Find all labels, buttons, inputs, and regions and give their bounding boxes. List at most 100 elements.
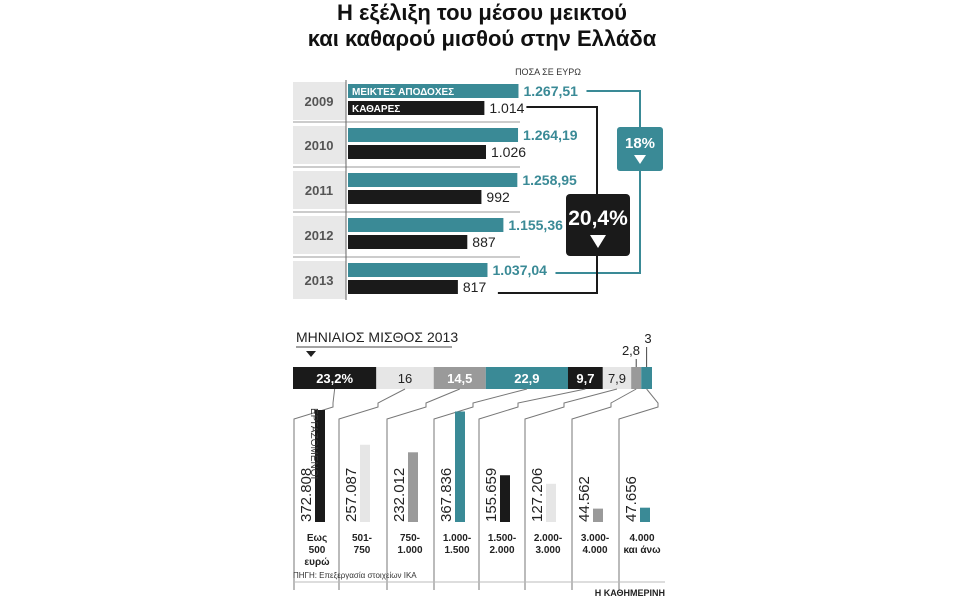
percent-segment [433,367,486,389]
percent-segment [602,367,632,389]
gross-bar [348,84,519,98]
percent-segment [376,367,434,389]
net-change-label: 20,4% [568,207,628,230]
category-divider [524,388,618,590]
ylabel: ΕΡΓΑΖΟΜΕΝΟΙ [308,408,319,479]
bar-value-label: 44.562 [576,476,593,522]
percent-segment [631,367,642,389]
category-label: 3.000 [535,545,560,556]
distribution-bar [640,507,650,522]
gross-value-label: 1.258,95 [522,172,577,188]
year-label: 2009 [305,94,334,109]
percent-label: 22,9 [514,371,539,386]
bar-value-label: 155.659 [483,468,500,522]
net-value-label: 1.014 [489,100,524,116]
gross-value-label: 1.155,36 [508,217,563,233]
net-value-label: 817 [463,279,487,295]
distribution-bar [315,410,325,522]
source-note: ΠΗΓΗ: Επεξεργασία στοιχείων ΙΚΑ [293,571,417,580]
percent-label: 3 [644,331,651,346]
year-cell [293,126,346,164]
gross-bar [348,218,504,232]
category-label: 500 [309,545,326,556]
category-label: 1.500 [444,545,469,556]
category-divider [338,388,406,590]
gross-bar [348,173,518,187]
net-bar [348,280,458,294]
gross-series-label: ΜΕΙΚΤΕΣ ΑΠΟΔΟΧΕΣ [352,87,454,98]
distribution-bar [408,452,418,522]
category-divider [293,388,336,590]
net-bar [348,190,482,204]
category-label: 750- [400,533,420,544]
gross-value-label: 1.267,51 [523,83,578,99]
category-label: 4.000 [582,545,607,556]
category-divider [571,388,637,590]
category-label: και άνω [623,545,661,556]
year-cell [293,82,346,120]
net-bar [348,145,486,159]
distribution-bar [593,508,603,522]
bar-value-label: 127.206 [529,468,546,522]
category-label: Εως [307,533,327,544]
category-label: 501- [352,533,372,544]
gross-change-box [617,127,663,171]
percent-label: 9,7 [576,371,594,386]
percent-label: 7,9 [608,371,626,386]
year-label: 2011 [305,183,333,198]
percent-label: 2,8 [622,343,640,358]
chart-title-line2: και καθαρού μισθού στην Ελλάδα [307,26,657,51]
distribution-bar [360,444,370,522]
net-value-label: 992 [486,189,510,205]
net-bar [348,101,485,115]
net-change-box [566,194,630,256]
year-label: 2010 [305,138,334,153]
category-divider [618,388,659,590]
arrow-down-icon [590,235,606,248]
category-divider [386,388,460,590]
category-label: 2.000 [489,545,514,556]
category-divider [433,388,528,590]
category-label: 1.000- [443,533,471,544]
percent-segment [293,367,377,389]
distribution-title: ΜΗΝΙΑΙΟΣ ΜΙΣΘΟΣ 2013 [296,329,458,345]
bar-value-label: 232.012 [391,468,408,522]
net-series-label: ΚΑΘΑΡΕΣ [352,104,400,115]
category-label: ευρώ [304,557,330,568]
category-label: 2.000- [534,533,562,544]
category-label: 1.000 [397,545,422,556]
gross-value-label: 1.037,04 [492,262,547,278]
bar-value-label: 257.087 [343,468,360,522]
distribution-bar [455,411,465,522]
credit-label: Η ΚΑΘΗΜΕΡΙΝΗ [595,588,665,598]
category-divider [478,388,586,590]
category-label: 750 [354,545,371,556]
category-label: 4.000 [629,533,654,544]
percent-label: 16 [398,371,412,386]
bar-value-label: 372.808 [298,468,315,522]
arrow-down-icon [634,155,646,164]
distribution-bar [546,483,556,522]
percent-segment [485,367,568,389]
category-label: 1.500- [488,533,516,544]
year-label: 2012 [305,228,334,243]
net-value-label: 1.026 [491,144,526,160]
category-label: 3.000- [581,533,609,544]
year-cell [293,216,346,254]
net-value-label: 887 [472,234,496,250]
year-label: 2013 [305,273,334,288]
gross-bar [348,263,488,277]
gross-bar [348,128,519,142]
year-cell [293,261,346,299]
percent-label: 23,2% [316,371,353,386]
chart-title-line1: Η εξέλιξη του μέσου μεικτού [337,0,627,25]
gross-value-label: 1.264,19 [523,127,578,143]
percent-segment [641,367,652,389]
gross-change-label: 18% [625,135,655,152]
percent-label: 14,5 [447,371,472,386]
bar-value-label: 367.836 [438,468,455,522]
bar-value-label: 47.656 [623,476,640,522]
unit-note: ΠΟΣΑ ΣΕ ΕΥΡΩ [515,67,581,77]
net-bar [348,235,468,249]
